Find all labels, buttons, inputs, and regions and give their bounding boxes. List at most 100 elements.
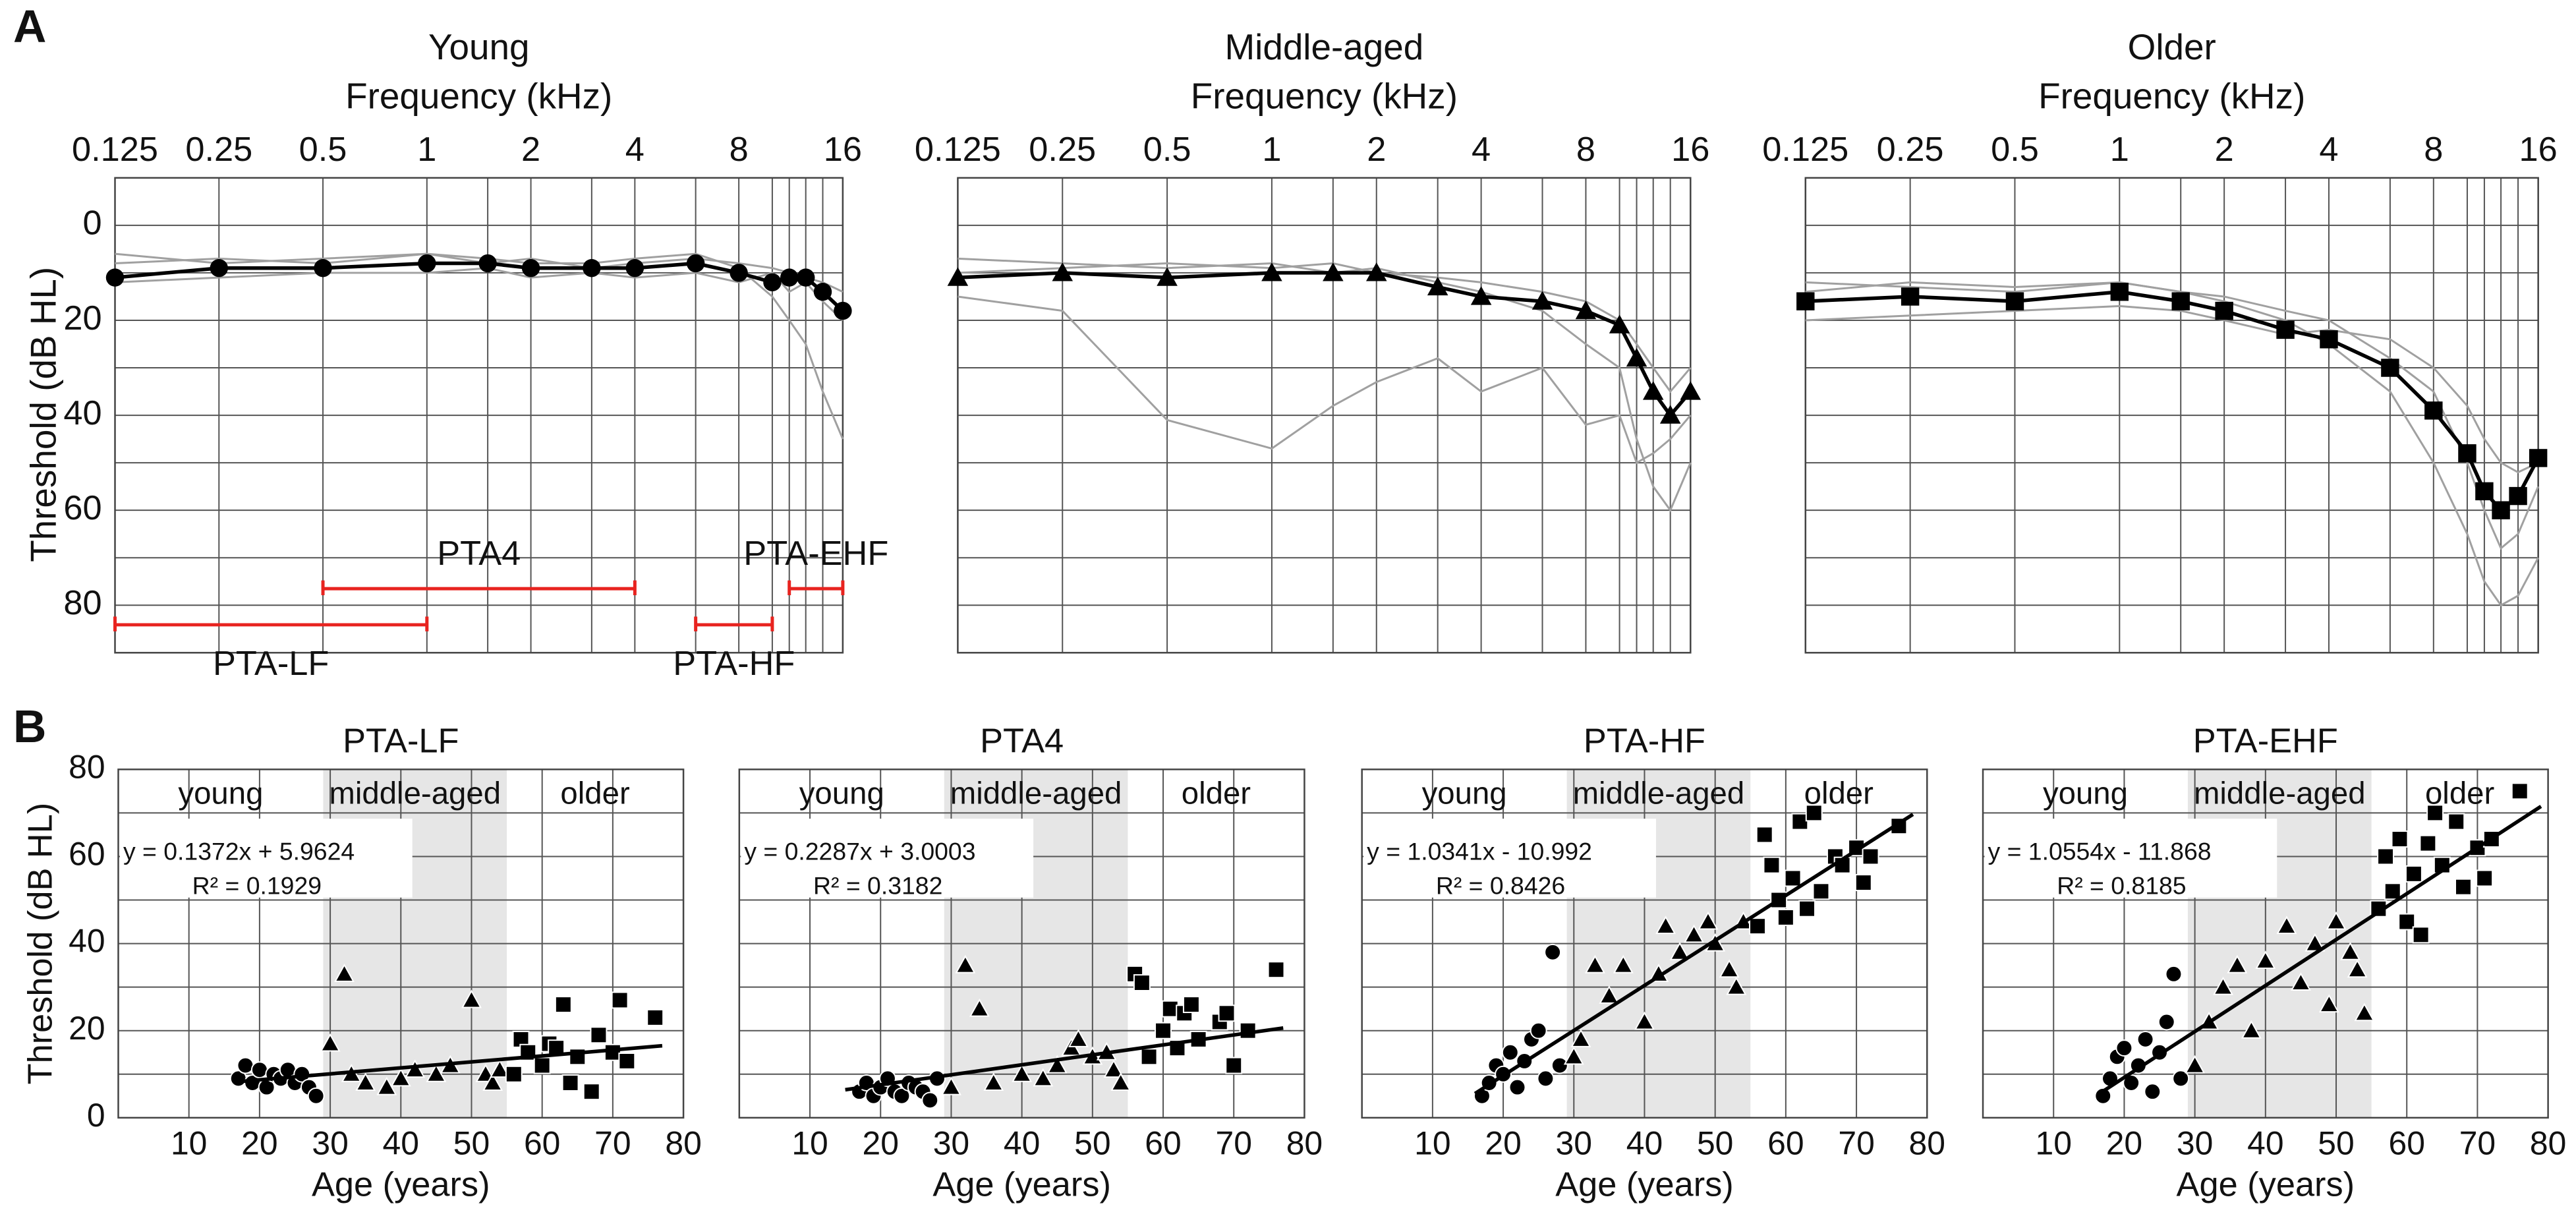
x-tick-label: 0.125 — [1762, 131, 1848, 169]
data-point — [1613, 954, 1634, 973]
mean-marker — [2381, 359, 2399, 377]
data-point — [489, 1059, 510, 1078]
data-point — [561, 1074, 579, 1091]
x-tick-label: 0.5 — [1143, 131, 1191, 169]
mean-marker — [521, 259, 540, 277]
fit-line — [1474, 813, 1914, 1095]
data-point — [1798, 900, 1816, 917]
x-tick-label: 8 — [1576, 131, 1595, 169]
fit-line — [845, 1026, 1284, 1092]
mean-marker — [947, 267, 969, 286]
data-point — [2455, 878, 2472, 896]
data-point — [1508, 1078, 1526, 1096]
annotation-label: PTA4 — [437, 535, 521, 573]
x-axis-label: Age (years) — [1555, 1165, 1734, 1204]
data-point — [1812, 883, 1830, 900]
panel-label: A — [13, 1, 46, 52]
mean-marker — [1575, 300, 1597, 320]
data-point — [969, 998, 990, 1017]
data-point — [1140, 1048, 1158, 1066]
mean-marker — [2171, 292, 2190, 310]
x-tick-label: 40 — [1004, 1124, 1040, 1161]
x-tick-label: 30 — [2177, 1124, 2213, 1161]
data-point — [2412, 926, 2430, 944]
data-point — [1563, 1046, 1584, 1065]
data-point — [2326, 911, 2347, 930]
group-label: middle-aged — [950, 776, 1122, 811]
data-point — [2094, 1087, 2112, 1105]
x-tick-label: 2 — [1367, 131, 1386, 169]
data-point — [1155, 1022, 1172, 1039]
data-point — [2391, 830, 2409, 848]
data-point — [237, 1057, 254, 1074]
data-point — [533, 1057, 551, 1074]
mean-marker — [834, 301, 852, 320]
y-tick-label: 20 — [63, 299, 101, 337]
y-tick-label: 80 — [63, 584, 101, 622]
fit-line — [2102, 805, 2542, 1093]
fit-r2: R² = 0.8426 — [1436, 872, 1565, 900]
x-tick-label: 16 — [2519, 131, 2558, 169]
x-tick-label: 0.25 — [1029, 131, 1096, 169]
data-point — [1684, 924, 1704, 943]
data-point — [590, 1026, 608, 1044]
mean-marker — [2529, 449, 2548, 467]
mean-marker — [780, 268, 799, 287]
x-tick-label: 50 — [1697, 1124, 1733, 1161]
x-tick-label: 16 — [824, 131, 862, 169]
x-tick-label: 70 — [1838, 1124, 1874, 1161]
y-tick-label: 80 — [69, 748, 105, 785]
data-point — [1103, 1059, 1124, 1078]
data-point — [1218, 1004, 1236, 1022]
mean-marker — [2215, 301, 2233, 320]
data-point — [1046, 1055, 1068, 1074]
data-point — [355, 1072, 376, 1091]
data-point — [2276, 915, 2297, 935]
x-tick-label: 8 — [730, 131, 749, 169]
x-tick-label: 16 — [1671, 131, 1709, 169]
data-point — [921, 1091, 939, 1109]
equation-box — [1363, 819, 1656, 898]
x-tick-label: 0.5 — [1991, 131, 2039, 169]
data-point — [1544, 943, 1562, 961]
data-point — [1655, 915, 1676, 935]
mean-marker — [797, 268, 815, 287]
data-point — [1777, 908, 1794, 926]
data-point — [1698, 911, 1719, 930]
panel-label: B — [13, 701, 46, 752]
chart-title: Young — [428, 26, 530, 67]
x-tick-label: 10 — [2036, 1124, 2072, 1161]
chart-title: PTA-HF — [1584, 722, 1705, 760]
x-tick-label: 2 — [521, 131, 540, 169]
data-point — [893, 1087, 911, 1105]
individual-line — [958, 262, 1692, 393]
mean-marker — [2424, 401, 2443, 420]
x-tick-label: 0.25 — [1877, 131, 1944, 169]
chart-title: Older — [2128, 26, 2216, 67]
x-tick-label: 80 — [665, 1124, 701, 1161]
data-point — [1726, 976, 1747, 995]
mean-marker — [813, 283, 832, 301]
x-tick-label: 40 — [383, 1124, 419, 1161]
mean-marker — [2475, 482, 2494, 501]
mean-marker — [210, 259, 228, 277]
x-tick-label: 70 — [594, 1124, 631, 1161]
data-point — [1068, 1029, 1089, 1047]
x-tick-label: 60 — [1767, 1124, 1804, 1161]
data-point — [1784, 869, 1802, 887]
fit-equation: y = 1.0554x - 11.868 — [1988, 837, 2212, 865]
data-point — [2426, 804, 2444, 822]
data-point — [2419, 834, 2437, 852]
data-point — [1584, 954, 1605, 973]
x-tick-label: 10 — [171, 1124, 207, 1161]
y-tick-label: 60 — [69, 836, 105, 873]
y-tick-label: 20 — [69, 1010, 105, 1047]
data-point — [1012, 1063, 1033, 1082]
data-point — [320, 1033, 341, 1052]
x-tick-label: 50 — [453, 1124, 490, 1161]
x-tick-label: 4 — [2319, 131, 2338, 169]
data-point — [1756, 826, 1773, 844]
x-tick-label: 80 — [1286, 1124, 1323, 1161]
x-tick-label: 60 — [2388, 1124, 2424, 1161]
